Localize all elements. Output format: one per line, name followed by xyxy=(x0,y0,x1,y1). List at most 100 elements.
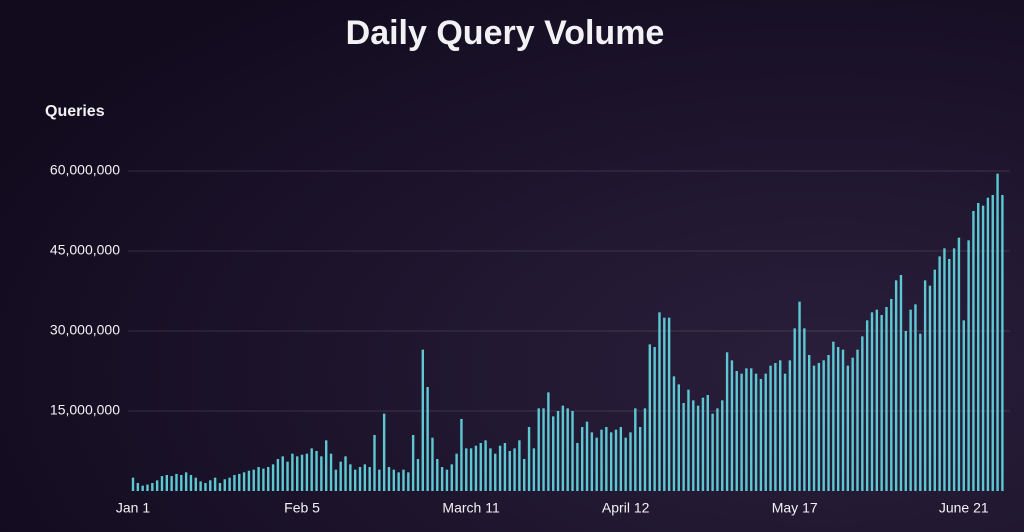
bar xyxy=(827,355,830,491)
bar xyxy=(798,301,801,491)
bar xyxy=(706,395,709,491)
bar xyxy=(339,461,342,491)
bar xyxy=(967,240,970,491)
bar xyxy=(537,408,540,491)
bar xyxy=(209,480,212,491)
bar xyxy=(745,368,748,491)
bar xyxy=(909,309,912,491)
bar xyxy=(489,448,492,491)
bar xyxy=(962,320,965,491)
bar xyxy=(928,285,932,491)
bar xyxy=(310,448,313,491)
bar xyxy=(262,468,265,491)
bar xyxy=(300,454,304,491)
bar xyxy=(180,475,183,491)
bar xyxy=(353,469,357,491)
bar xyxy=(305,453,309,491)
bar xyxy=(532,448,536,491)
bar xyxy=(861,336,864,491)
bar xyxy=(677,384,680,491)
bar xyxy=(155,480,159,491)
bar xyxy=(184,472,188,491)
bar xyxy=(460,419,463,491)
bar xyxy=(571,411,574,491)
bar xyxy=(561,405,565,491)
bar xyxy=(846,365,850,491)
bar xyxy=(638,427,642,491)
bar xyxy=(605,427,608,491)
bar xyxy=(740,373,743,491)
bar xyxy=(885,307,888,491)
bar xyxy=(358,467,362,491)
bar xyxy=(808,355,811,491)
bar xyxy=(672,376,676,491)
bar xyxy=(923,280,927,491)
bar xyxy=(793,328,796,491)
bar xyxy=(503,443,507,491)
bar xyxy=(832,341,835,491)
bar xyxy=(228,477,231,491)
bar xyxy=(687,389,690,491)
bar xyxy=(189,475,193,491)
bar xyxy=(566,408,569,491)
bar xyxy=(175,473,178,491)
bar xyxy=(856,349,859,491)
bar xyxy=(296,456,299,491)
bar xyxy=(870,312,874,491)
bar xyxy=(711,413,714,491)
bar xyxy=(875,309,879,491)
y-tick-label: 15,000,000 xyxy=(50,402,120,418)
bar xyxy=(933,269,936,491)
bar xyxy=(822,360,825,491)
bar xyxy=(160,476,164,491)
x-tick-label: April 12 xyxy=(602,500,650,516)
bar xyxy=(667,317,671,491)
bar xyxy=(325,440,328,491)
bar xyxy=(334,469,338,491)
bar xyxy=(919,333,922,491)
bar xyxy=(648,344,652,491)
bar xyxy=(233,475,236,491)
bar xyxy=(131,477,135,491)
bar xyxy=(634,408,637,491)
bar xyxy=(204,483,207,491)
bar xyxy=(469,448,473,491)
bar xyxy=(484,440,487,491)
bar xyxy=(252,469,255,491)
bar xyxy=(542,408,545,491)
bar xyxy=(445,469,449,491)
bar xyxy=(783,373,787,491)
bar xyxy=(788,360,792,491)
bar xyxy=(498,445,502,491)
bar xyxy=(382,413,386,491)
bar xyxy=(257,467,260,491)
bar xyxy=(344,456,347,491)
bar xyxy=(629,432,632,491)
bar xyxy=(267,467,270,491)
bar xyxy=(817,363,821,491)
bar xyxy=(349,464,352,491)
x-tick-label: Feb 5 xyxy=(284,500,320,516)
chart-title: Daily Query Volume xyxy=(346,14,665,52)
x-tick-label: Jan 1 xyxy=(116,500,150,516)
bar xyxy=(914,304,917,491)
bar xyxy=(721,400,724,491)
bar xyxy=(291,453,294,491)
bar xyxy=(624,437,627,491)
bar xyxy=(146,484,149,491)
bar xyxy=(981,205,985,491)
bar xyxy=(851,357,854,491)
bar xyxy=(986,197,990,491)
bar xyxy=(213,477,217,491)
bar xyxy=(735,371,738,491)
bar xyxy=(402,469,405,491)
bar xyxy=(436,459,439,491)
bar xyxy=(576,443,579,491)
bar xyxy=(450,464,453,491)
bar xyxy=(421,349,424,491)
bar xyxy=(411,435,415,491)
bar xyxy=(271,464,275,491)
bar xyxy=(764,373,767,491)
bar xyxy=(223,479,226,491)
